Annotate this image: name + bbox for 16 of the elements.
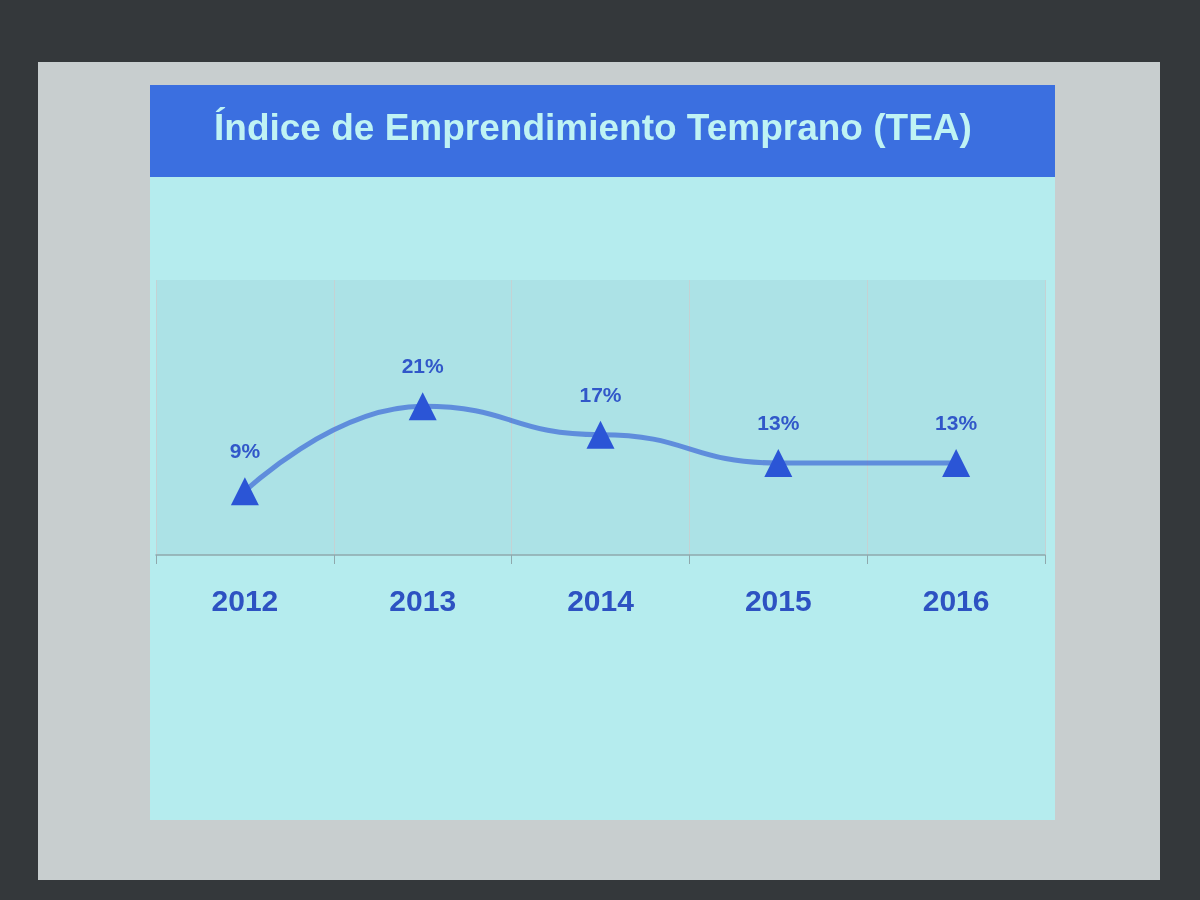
data-label: 13% [757, 410, 800, 434]
point [586, 420, 615, 449]
x-tick-label: 2014 [567, 583, 635, 617]
x-tick-label: 2012 [211, 583, 279, 617]
data-label: 21% [401, 354, 445, 378]
point [230, 477, 259, 506]
point [408, 392, 437, 421]
data-label: 9% [229, 439, 261, 463]
chart-title: Índice de Emprendimiento Temprano (TEA) [214, 107, 972, 149]
x-tick-label: 2015 [744, 583, 812, 617]
data-label: 17% [579, 382, 622, 406]
x-tick-label: 2016 [922, 583, 990, 617]
x-tick-label: 2013 [389, 583, 457, 617]
data-label: 13% [935, 410, 978, 434]
point [942, 448, 971, 477]
point [764, 448, 793, 477]
